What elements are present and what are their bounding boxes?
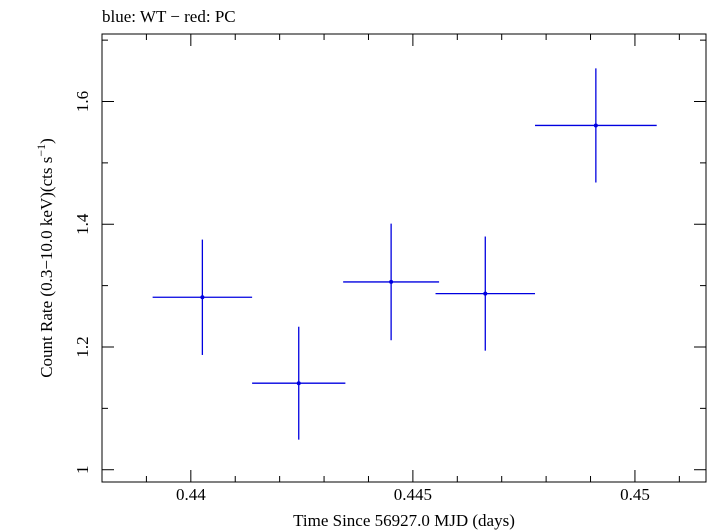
data-marker xyxy=(296,381,301,386)
data-marker xyxy=(389,279,394,284)
x-axis-label: Time Since 56927.0 MJD (days) xyxy=(293,511,515,530)
x-tick-label: 0.445 xyxy=(394,485,432,504)
axis-ticks: 0.44 0.445 0.45 1 1.2 1.4 1.6 xyxy=(73,34,706,504)
y-axis-label-end: ) xyxy=(37,138,56,144)
plot-frame xyxy=(101,33,707,483)
y-tick-label: 1.6 xyxy=(73,91,92,112)
data-point xyxy=(435,236,536,351)
data-marker xyxy=(593,123,598,128)
y-tick-label: 1.2 xyxy=(73,336,92,357)
data-point xyxy=(252,326,346,440)
data-point xyxy=(535,68,657,183)
data-marker xyxy=(483,291,488,296)
y-tick-label: 1.4 xyxy=(73,213,92,235)
x-tick-label: 0.45 xyxy=(620,485,650,504)
chart-title: blue: WT − red: PC xyxy=(102,7,236,26)
y-axis-label-sup: −1 xyxy=(34,144,48,157)
data-marker xyxy=(200,295,205,300)
data-point xyxy=(343,223,440,341)
x-tick-label: 0.44 xyxy=(176,485,206,504)
y-axis-label-main: Count Rate (0.3−10.0 keV)(cts s xyxy=(37,157,56,378)
data-points xyxy=(152,68,657,440)
data-point xyxy=(152,239,253,355)
y-tick-label: 1 xyxy=(73,465,92,474)
y-axis-label: Count Rate (0.3−10.0 keV)(cts s−1) xyxy=(34,138,56,378)
